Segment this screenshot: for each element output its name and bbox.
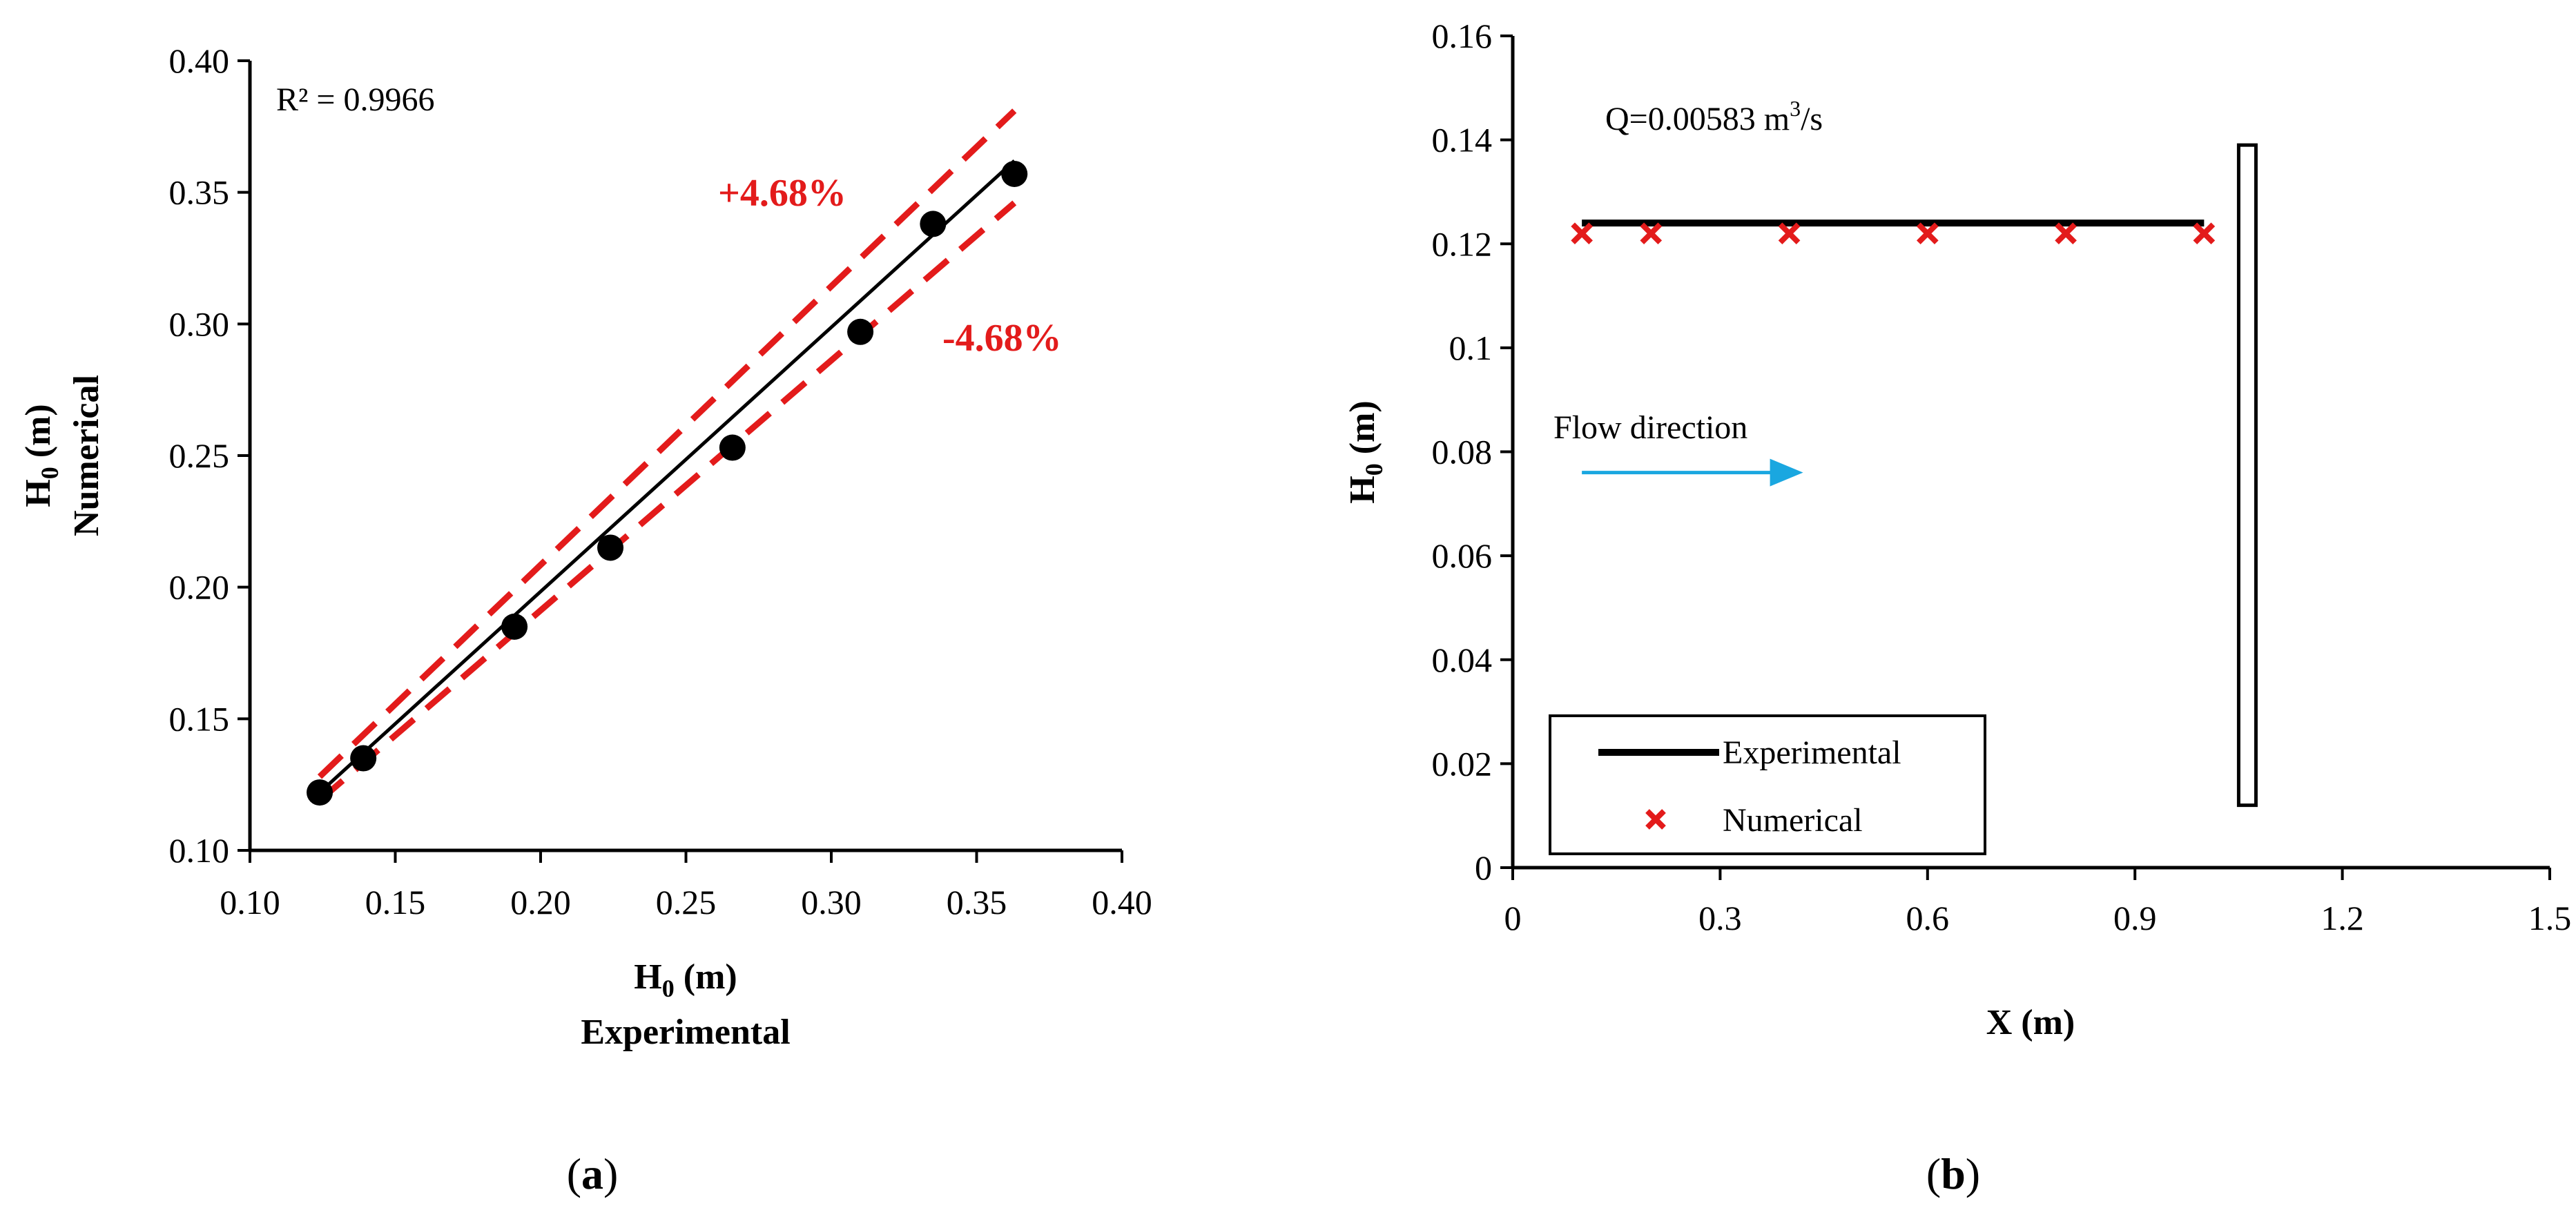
panel-a-points (307, 160, 1028, 806)
r-squared-label: R² = 0.9966 (276, 81, 434, 118)
legend: Experimental Numerical (1549, 714, 1986, 855)
legend-box (1549, 714, 1986, 855)
data-point (920, 211, 947, 237)
panel-b-x-tick-label: 0.9 (2113, 899, 2157, 937)
upper-band-line (317, 108, 1017, 779)
legend-numerical-swatch (1645, 809, 1666, 830)
panel-a-y-title: H0 (m) (19, 404, 64, 507)
panel-b-x-title: X (m) (1986, 1003, 2075, 1042)
numerical-marker (1916, 222, 1939, 245)
panel-b-y-tick-label: 0.16 (1432, 17, 1493, 55)
panel-b-y-tick-label: 0.04 (1432, 641, 1493, 679)
discharge-label: Q=0.00583 m3/s (1605, 96, 1823, 137)
numerical-marker (1778, 222, 1801, 245)
panel-a-y-title-line2: Numerical (67, 375, 106, 536)
panel-b-y-ticks: 0 0.02 0.04 0.06 0.08 0.1 0.12 0.14 0.16 (1432, 17, 1513, 887)
panel-b-y-tick-label: 0.06 (1432, 536, 1493, 575)
panel-b-x-tick-label: 0.6 (1906, 899, 1950, 937)
data-point (597, 534, 624, 561)
panel-b: 0 0.02 0.04 0.06 0.08 0.1 0.12 0.14 0.16 0 0.3 0.6… (1343, 17, 2571, 1198)
panel-a-y-ticks: 0.10 0.15 0.20 0.25 0.30 0.35 0.40 (169, 41, 250, 870)
panel-a-x-tick-label: 0.35 (947, 883, 1007, 921)
lower-band-line (318, 200, 1017, 803)
numerical-marker (2193, 222, 2216, 245)
panel-a-x-tick-label: 0.15 (365, 883, 426, 921)
flow-direction-arrow (1582, 458, 1803, 487)
panel-a-x-tick-label: 0.25 (656, 883, 717, 921)
flow-arrow-head (1770, 458, 1803, 487)
panel-a-axes (248, 61, 1122, 852)
legend-experimental-label: Experimental (1723, 734, 1901, 771)
panel-a-y-tick-label: 0.35 (169, 173, 230, 212)
panel-a-y-tick-label: 0.30 (169, 304, 230, 343)
flow-direction-label: Flow direction (1553, 409, 1747, 446)
panel-a-x-tick-label: 0.20 (510, 883, 571, 921)
panel-a-fit-line (318, 159, 1016, 794)
weir-plate (2236, 143, 2258, 808)
panel-a-x-title-line2: Experimental (581, 1013, 790, 1052)
numerical-marker (1640, 222, 1663, 245)
panel-b-x-tick-label: 0.3 (1698, 899, 1742, 937)
panel-a: 0.10 0.15 0.20 0.25 0.30 0.35 0.40 0.10 0.15 0.2… (19, 41, 1152, 1198)
data-point (1001, 160, 1028, 187)
data-point (847, 318, 874, 345)
numerical-marker (2055, 222, 2077, 245)
data-point (501, 613, 528, 640)
panel-a-y-tick-label: 0.15 (169, 699, 230, 738)
panel-a-y-tick-label: 0.10 (169, 831, 230, 870)
panel-b-caption: (b) (1926, 1149, 1980, 1198)
panel-a-x-tick-label: 0.10 (220, 883, 280, 921)
numerical-markers (1571, 222, 2216, 245)
panel-a-x-ticks: 0.10 0.15 0.20 0.25 0.30 0.35 0.40 (220, 850, 1152, 921)
data-point (350, 745, 377, 772)
panel-b-y-tick-label: 0.12 (1432, 224, 1493, 263)
panel-b-x-tick-label: 0 (1504, 899, 1522, 937)
data-point (307, 779, 333, 806)
panel-b-y-tick-label: 0.02 (1432, 744, 1493, 783)
legend-numerical-label: Numerical (1723, 802, 1863, 839)
lower-band-label: -4.68% (942, 317, 1062, 360)
panel-b-y-tick-label: 0.08 (1432, 433, 1493, 471)
panel-b-y-tick-label: 0.14 (1432, 121, 1493, 159)
panel-a-x-tick-label: 0.30 (801, 883, 862, 921)
panel-a-y-tick-label: 0.40 (169, 41, 230, 80)
panel-b-y-tick-label: 0 (1475, 848, 1492, 887)
panel-a-x-tick-label: 0.40 (1092, 883, 1152, 921)
panel-b-x-tick-label: 1.2 (2321, 899, 2364, 937)
panel-b-x-ticks: 0 0.3 0.6 0.9 1.2 1.5 (1504, 868, 2572, 937)
data-point (719, 434, 746, 461)
upper-band-label: +4.68% (718, 172, 846, 215)
panel-b-y-title: H0 (m) (1343, 400, 1388, 503)
numerical-marker (1571, 222, 1593, 245)
panel-b-x-tick-label: 1.5 (2528, 899, 2572, 937)
panel-a-y-tick-label: 0.20 (169, 568, 230, 607)
panel-a-y-tick-label: 0.25 (169, 436, 230, 475)
panel-a-x-title: H0 (m) (634, 957, 737, 1002)
panel-a-bands (317, 108, 1017, 803)
panel-b-y-tick-label: 0.1 (1449, 329, 1493, 367)
panel-a-caption: (a) (567, 1149, 619, 1198)
